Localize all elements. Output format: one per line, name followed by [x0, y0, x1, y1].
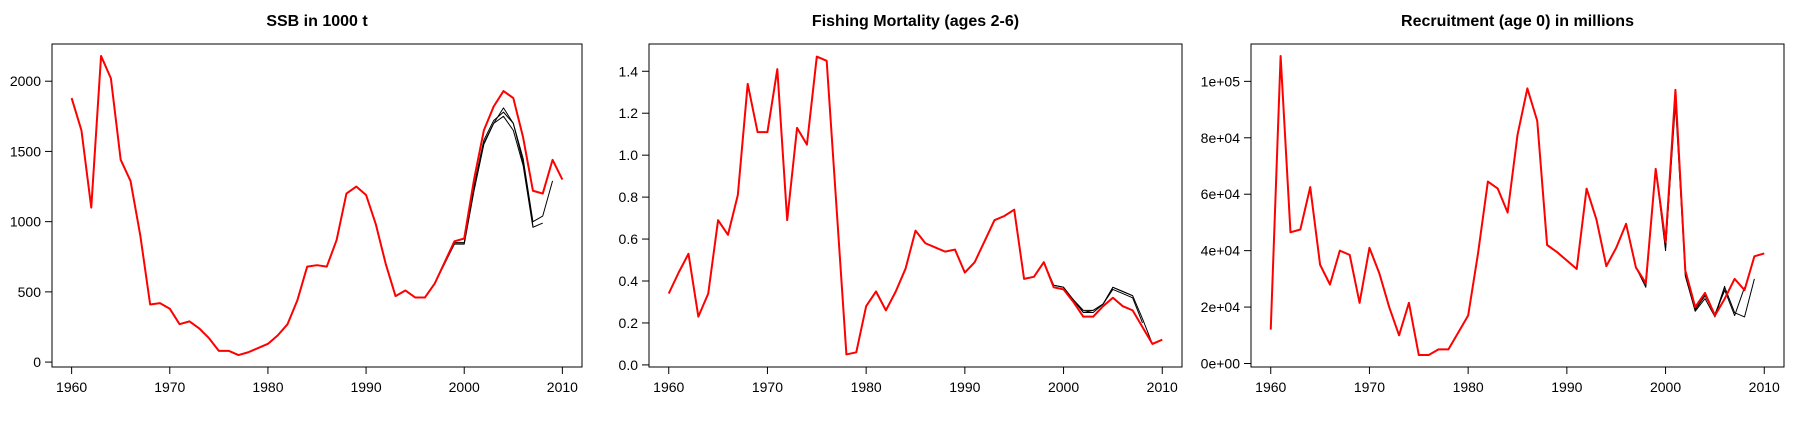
- y-tick-label: 1.0: [619, 147, 639, 163]
- x-tick-label: 2010: [547, 379, 578, 395]
- x-tick-label: 1970: [752, 379, 783, 395]
- y-tick-label: 2000: [10, 73, 41, 89]
- series-line: [1625, 92, 1726, 317]
- y-tick-label: 0e+00: [1201, 356, 1241, 372]
- x-tick-label: 2010: [1147, 379, 1178, 395]
- x-tick-label: 1980: [252, 379, 283, 395]
- series-line: [1023, 261, 1153, 345]
- x-tick-label: 2010: [1749, 379, 1780, 395]
- plot-frame: [648, 43, 1183, 368]
- y-tick-label: 0.8: [619, 189, 639, 205]
- x-tick-label: 1970: [1354, 379, 1385, 395]
- y-tick-label: 0.4: [619, 273, 639, 289]
- x-tick-label: 1980: [851, 379, 882, 395]
- y-tick-label: 0.0: [619, 357, 639, 373]
- series-line: [424, 111, 554, 298]
- chart-title: Fishing Mortality (ages 2-6): [812, 13, 1019, 30]
- x-tick-label: 1970: [154, 379, 185, 395]
- y-tick-label: 8e+04: [1201, 130, 1241, 146]
- chart-title: SSB in 1000 t: [266, 13, 368, 30]
- y-tick-label: 1.2: [619, 105, 639, 121]
- x-tick-label: 2000: [1650, 379, 1681, 395]
- y-tick-label: 6e+04: [1201, 186, 1241, 202]
- x-tick-label: 1990: [350, 379, 381, 395]
- y-tick-label: 1000: [10, 214, 41, 230]
- y-tick-label: 0.6: [619, 231, 639, 247]
- series-line: [667, 55, 1163, 356]
- series-line: [1625, 103, 1745, 317]
- chart-title: Recruitment (age 0) in millions: [1401, 13, 1634, 30]
- y-tick-label: 1500: [10, 143, 41, 159]
- y-tick-label: 4e+04: [1201, 243, 1241, 259]
- series-line: [1269, 54, 1765, 357]
- x-tick-label: 2000: [449, 379, 480, 395]
- y-tick-label: 2e+04: [1201, 299, 1241, 315]
- x-tick-label: 1960: [56, 379, 87, 395]
- y-tick-label: 0: [33, 354, 41, 370]
- y-tick-label: 0.2: [619, 315, 639, 331]
- x-tick-label: 1960: [1255, 379, 1286, 395]
- plot-frame: [51, 43, 583, 368]
- x-tick-label: 1960: [653, 379, 684, 395]
- y-tick-label: 1.4: [619, 63, 639, 79]
- x-tick-label: 2000: [1048, 379, 1079, 395]
- x-tick-label: 1990: [949, 379, 980, 395]
- plot-frame: [1250, 43, 1785, 368]
- series-line: [70, 54, 564, 357]
- x-tick-label: 1990: [1551, 379, 1582, 395]
- y-tick-label: 500: [18, 284, 42, 300]
- x-tick-label: 1980: [1453, 379, 1484, 395]
- y-tick-label: 1e+05: [1201, 73, 1241, 89]
